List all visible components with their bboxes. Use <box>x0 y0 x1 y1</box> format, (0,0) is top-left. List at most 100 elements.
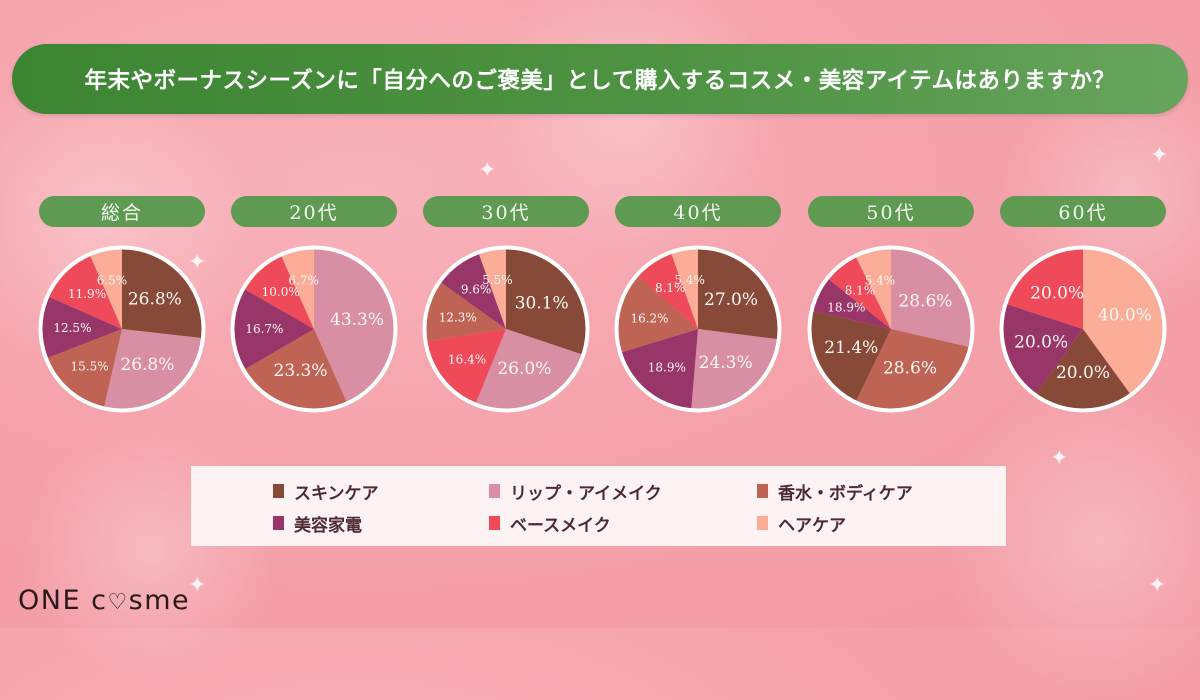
sparkle-icon: ✦ <box>478 158 497 183</box>
pie-slice-hair-care <box>856 249 891 329</box>
legend-swatch <box>489 484 500 498</box>
pie-chart-20s: 20代 43.3% 23.3% 16.7% 10.0% 6.7% <box>218 196 408 416</box>
sparkle-icon: ✦ <box>1050 446 1069 471</box>
legend-swatch <box>757 516 768 530</box>
legend-item-fragrance-body: 香水・ボディケア <box>757 480 913 504</box>
pie-slice-base-makeup <box>426 329 506 404</box>
pie-chart-40s: 40代 27.0% 24.3% 18.9% 16.2% 8.1% 5.4% <box>602 196 792 416</box>
legend-swatch <box>273 484 284 498</box>
logo-text-suffix: sme <box>128 585 191 616</box>
pie-border <box>999 245 1167 413</box>
pie-slice-base-makeup <box>48 255 122 329</box>
legend-item-skincare: スキンケア <box>273 480 379 504</box>
legend-swatch <box>757 484 768 498</box>
slice-value-label: 26.0% <box>497 359 551 379</box>
pie: 26.8% 26.8% 15.5% 12.5% 11.9%6.5% <box>38 245 206 413</box>
chart-label: 40代 <box>615 196 781 227</box>
pie-chart-60s: 60代 40.0% 20.0% 20.0% 20.0% <box>987 196 1177 416</box>
slice-value-label: 23.3% <box>274 361 328 381</box>
sparkle-icon: ✦ <box>188 250 207 275</box>
slice-value-label: 28.6% <box>898 292 952 312</box>
chart-label: 50代 <box>808 196 974 227</box>
pie-slice-hair-care <box>90 249 122 329</box>
pie-border <box>422 245 590 413</box>
pie-border <box>38 245 206 413</box>
legend-label: リップ・アイメイク <box>510 483 662 504</box>
chart-label: 20代 <box>231 196 397 227</box>
slice-value-label: 21.4% <box>824 338 878 358</box>
pie-slice-lip-eye <box>475 329 582 409</box>
pie-slice-beauty-appliance <box>621 329 698 409</box>
slice-value-label: 8.1% <box>655 281 686 295</box>
pie-slice-fragrance-body <box>47 329 122 407</box>
sparkle-icon: ✦ <box>1148 573 1167 598</box>
slice-value-label: 18.9% <box>648 361 686 375</box>
pie-border <box>807 245 975 413</box>
slice-value-label: 15.5% <box>70 360 108 374</box>
slice-value-label: 24.3% <box>699 353 753 373</box>
slice-value-label: 43.3% <box>330 310 384 330</box>
pie-slice-beauty-appliance <box>813 279 891 329</box>
slice-value-label: 6.7% <box>288 273 319 287</box>
pie-slice-lip-eye <box>891 249 971 347</box>
pie-slice-base-makeup <box>1006 249 1083 329</box>
legend-item-base-makeup: ベースメイク <box>489 512 611 536</box>
pie-slice-skincare <box>506 249 586 355</box>
chart-label: 総合 <box>39 196 205 227</box>
pie-slice-fragrance-body <box>856 329 969 409</box>
slice-value-label: 8.1% <box>845 283 876 297</box>
slice-value-label: 20.0% <box>1056 363 1110 383</box>
pie-slice-skincare <box>811 311 891 401</box>
slice-value-label: 6.5% <box>97 273 128 287</box>
legend-label: 香水・ボディケア <box>778 483 913 504</box>
slice-value-label: 10.0% <box>262 285 300 299</box>
logo-text-prefix: ONE c <box>18 585 108 616</box>
pie: 40.0% 20.0% 20.0% 20.0% <box>999 245 1167 413</box>
pie-slice-skincare <box>122 249 202 339</box>
pie-slice-fragrance-body <box>618 276 698 353</box>
slice-value-label: 26.8% <box>120 355 174 375</box>
snowflake-decoration <box>20 420 280 680</box>
brand-logo: ONE c♡sme <box>18 585 190 616</box>
pie-slice-base-makeup <box>828 257 891 329</box>
slice-value-label: 40.0% <box>1098 305 1152 325</box>
pie-slice-hair-care <box>478 249 506 329</box>
slice-value-label: 28.6% <box>883 359 937 379</box>
legend-item-beauty-appliance: 美容家電 <box>273 512 362 536</box>
slice-value-label: 27.0% <box>704 290 758 310</box>
slice-value-label: 12.5% <box>53 321 91 335</box>
sparkle-icon: ✦ <box>188 573 207 598</box>
pie-slice-lip-eye <box>104 329 202 409</box>
pie-slice-base-makeup <box>637 253 698 329</box>
slice-value-label: 5.4% <box>865 274 896 288</box>
slice-value-label: 20.0% <box>1030 283 1084 303</box>
slice-value-label: 5.5% <box>482 273 513 287</box>
heart-icon: ♡ <box>107 590 129 615</box>
pie-slice-beauty-appliance <box>234 289 314 370</box>
pie-slice-beauty-appliance <box>42 296 122 358</box>
legend-label: スキンケア <box>294 483 379 504</box>
pie-chart-30s: 30代 30.1% 26.0% 16.4% 12.3% 9.6% 5.5% <box>410 196 600 416</box>
slice-value-label: 20.0% <box>1014 333 1068 353</box>
pie-border <box>230 245 398 413</box>
chart-label: 30代 <box>423 196 589 227</box>
pie-chart-total: 総合 26.8% 26.8% 15.5% 12.5% 11.9% 6.5% <box>26 196 216 416</box>
slice-value-label: 9.6% <box>461 282 492 296</box>
pie-slice-hair-care <box>281 249 314 329</box>
pie-chart-50s: 50代 28.6% 28.6% 21.4% 18.9% 8.1% 5.4% <box>795 196 985 416</box>
slice-value-label: 11.9% <box>68 287 106 301</box>
pie-charts-row: 総合 26.8% 26.8% 15.5% 12.5% 11.9% 6.5% 20代 43.… <box>0 196 1200 416</box>
legend-swatch <box>273 516 284 530</box>
pie-slice-beauty-appliance <box>1003 304 1083 394</box>
legend-item-hair-care: ヘアケア <box>757 512 846 536</box>
slice-value-label: 18.9% <box>827 300 865 314</box>
slice-value-label: 30.1% <box>515 293 569 313</box>
pie: 30.1% 26.0% 16.4% 12.3% 9.6%5.5% <box>422 245 590 413</box>
pie-slice-skincare <box>698 249 778 340</box>
pie-slice-skincare <box>1035 329 1131 409</box>
chart-label: 60代 <box>1000 196 1166 227</box>
pie-slice-fragrance-body <box>426 282 506 342</box>
chart-legend: スキンケア リップ・アイメイク 香水・ボディケア 美容家電 ベースメイク ヘアケ… <box>191 466 1006 546</box>
pie-slice-hair-care <box>1083 249 1163 394</box>
pie-border <box>614 245 782 413</box>
